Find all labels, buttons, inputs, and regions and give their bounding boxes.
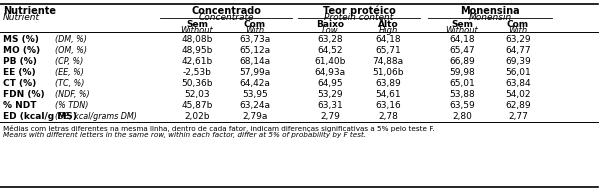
Text: Sem: Sem xyxy=(186,20,208,29)
Text: With: With xyxy=(508,26,527,35)
Text: Teor protéico: Teor protéico xyxy=(323,6,395,17)
Text: 53,29: 53,29 xyxy=(317,90,343,99)
Text: Monensina: Monensina xyxy=(460,6,520,16)
Text: 2,02b: 2,02b xyxy=(184,112,210,121)
Text: 63,84: 63,84 xyxy=(505,79,531,88)
Text: (TC, %): (TC, %) xyxy=(55,79,85,88)
Text: 59,98: 59,98 xyxy=(449,68,475,77)
Text: 53,95: 53,95 xyxy=(242,90,268,99)
Text: Monensin: Monensin xyxy=(469,13,512,22)
Text: Médias com letras diferentes na mesma linha, dentro de cada fator, indicam difer: Médias com letras diferentes na mesma li… xyxy=(3,125,434,132)
Text: 69,39: 69,39 xyxy=(505,57,531,66)
Text: 48,08b: 48,08b xyxy=(181,35,212,44)
Text: % NDT: % NDT xyxy=(3,101,37,110)
Text: Means with different letters in the same row, within each factor, differ at 5% o: Means with different letters in the same… xyxy=(3,132,366,138)
Text: 53,88: 53,88 xyxy=(449,90,475,99)
Text: 51,06b: 51,06b xyxy=(372,68,404,77)
Text: 64,42a: 64,42a xyxy=(239,79,271,88)
Text: 63,89: 63,89 xyxy=(375,79,401,88)
Text: 63,73a: 63,73a xyxy=(239,35,271,44)
Text: ED (kcal/g MS): ED (kcal/g MS) xyxy=(3,112,77,121)
Text: 2,80: 2,80 xyxy=(452,112,472,121)
Text: 74,88a: 74,88a xyxy=(373,57,404,66)
Text: PB (%): PB (%) xyxy=(3,57,37,66)
Text: 2,79: 2,79 xyxy=(320,112,340,121)
Text: 50,36b: 50,36b xyxy=(181,79,213,88)
Text: 61,40b: 61,40b xyxy=(314,57,346,66)
Text: Low: Low xyxy=(322,26,338,35)
Text: 64,18: 64,18 xyxy=(449,35,475,44)
Text: 65,12a: 65,12a xyxy=(239,46,271,55)
Text: (NDF, %): (NDF, %) xyxy=(55,90,89,99)
Text: Concentrate: Concentrate xyxy=(198,13,254,22)
Text: With: With xyxy=(245,26,265,35)
Text: 64,95: 64,95 xyxy=(317,79,343,88)
Text: 64,18: 64,18 xyxy=(375,35,401,44)
Text: 65,71: 65,71 xyxy=(375,46,401,55)
Text: 2,79a: 2,79a xyxy=(242,112,268,121)
Text: 63,31: 63,31 xyxy=(317,101,343,110)
Text: (CP, %): (CP, %) xyxy=(55,57,83,66)
Text: Protein content: Protein content xyxy=(325,13,394,22)
Text: 54,61: 54,61 xyxy=(375,90,401,99)
Text: 63,28: 63,28 xyxy=(317,35,343,44)
Text: Com: Com xyxy=(507,20,529,29)
Text: 64,93a: 64,93a xyxy=(314,68,346,77)
Text: CT (%): CT (%) xyxy=(3,79,36,88)
Text: Nutriente: Nutriente xyxy=(3,6,56,16)
Text: 63,59: 63,59 xyxy=(449,101,475,110)
Text: 63,16: 63,16 xyxy=(375,101,401,110)
Text: 66,89: 66,89 xyxy=(449,57,475,66)
Text: (EE, %): (EE, %) xyxy=(55,68,84,77)
Text: Alto: Alto xyxy=(377,20,398,29)
Text: 68,14a: 68,14a xyxy=(239,57,271,66)
Text: Nutrient: Nutrient xyxy=(3,13,40,22)
Text: 42,61b: 42,61b xyxy=(181,57,212,66)
Text: 63,24a: 63,24a xyxy=(239,101,271,110)
Text: 63,29: 63,29 xyxy=(505,35,531,44)
Text: -2,53b: -2,53b xyxy=(182,68,211,77)
Text: Baixo: Baixo xyxy=(316,20,344,29)
Text: Without: Without xyxy=(181,26,214,35)
Text: Com: Com xyxy=(244,20,266,29)
Text: (% TDN): (% TDN) xyxy=(55,101,88,110)
Text: (OM, %): (OM, %) xyxy=(55,46,87,55)
Text: 64,77: 64,77 xyxy=(505,46,531,55)
Text: 2,77: 2,77 xyxy=(508,112,528,121)
Text: 48,95b: 48,95b xyxy=(181,46,212,55)
Text: Sem: Sem xyxy=(451,20,473,29)
Text: Concentrado: Concentrado xyxy=(191,6,261,16)
Text: EE (%): EE (%) xyxy=(3,68,35,77)
Text: (DM, %): (DM, %) xyxy=(55,35,87,44)
Text: 45,87b: 45,87b xyxy=(181,101,212,110)
Text: MO (%): MO (%) xyxy=(3,46,40,55)
Text: FDN (%): FDN (%) xyxy=(3,90,44,99)
Text: 64,52: 64,52 xyxy=(317,46,343,55)
Text: MS (%): MS (%) xyxy=(3,35,39,44)
Text: (DE, kcal/grams DM): (DE, kcal/grams DM) xyxy=(55,112,137,121)
Text: 65,01: 65,01 xyxy=(449,79,475,88)
Text: 65,47: 65,47 xyxy=(449,46,475,55)
Text: 57,99a: 57,99a xyxy=(239,68,271,77)
Text: 54,02: 54,02 xyxy=(505,90,531,99)
Text: 62,89: 62,89 xyxy=(505,101,531,110)
Text: 52,03: 52,03 xyxy=(184,90,210,99)
Text: 56,01: 56,01 xyxy=(505,68,531,77)
Text: High: High xyxy=(379,26,398,35)
Text: 2,78: 2,78 xyxy=(378,112,398,121)
Text: Without: Without xyxy=(446,26,478,35)
